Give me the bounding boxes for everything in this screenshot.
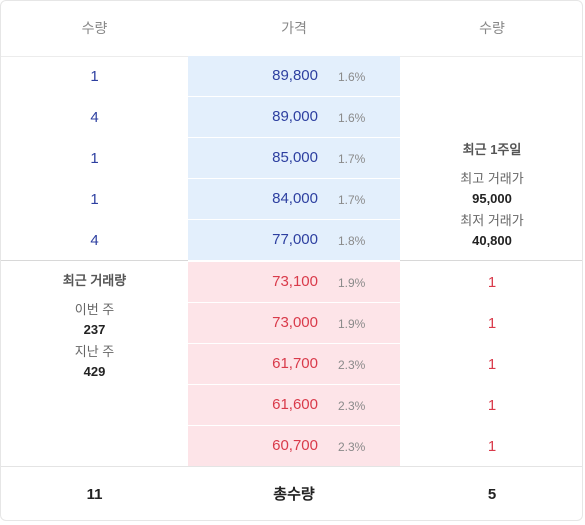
sell-price: 85,000	[272, 149, 318, 166]
buy-price-cell[interactable]: 61,600 2.3%	[188, 385, 400, 426]
buy-price: 73,100	[272, 273, 318, 290]
sell-qty: 1	[90, 150, 99, 167]
this-week-label: 이번 주	[74, 302, 115, 317]
buy-percent: 2.3%	[338, 358, 366, 372]
buy-price: 73,000	[272, 314, 318, 331]
sell-percent: 1.7%	[338, 193, 366, 207]
sell-price-cell[interactable]: 84,000 1.7%	[188, 179, 400, 220]
order-book-header: 수량 가격 수량	[1, 1, 582, 57]
sell-price: 77,000	[272, 231, 318, 248]
buy-price-cell[interactable]: 73,000 1.9%	[188, 303, 400, 344]
section-divider	[1, 260, 188, 261]
sell-price-cell[interactable]: 85,000 1.7%	[188, 138, 400, 179]
buy-percent: 2.3%	[338, 399, 366, 413]
buy-percent: 2.3%	[338, 440, 366, 454]
sell-price: 84,000	[272, 190, 318, 207]
header-price-label: 가격	[281, 20, 307, 36]
header-sell-qty-label: 수량	[81, 20, 108, 36]
buy-price: 61,700	[272, 355, 318, 372]
sell-price: 89,000	[272, 108, 318, 125]
buy-qty: 1	[487, 356, 497, 373]
total-sell-qty: 11	[86, 486, 103, 503]
buy-percent: 1.9%	[338, 276, 366, 290]
sell-percent: 1.6%	[338, 111, 366, 125]
total-qty-label: 총수량	[273, 486, 315, 503]
buy-price-cell[interactable]: 60,700 2.3%	[188, 426, 400, 467]
high-price-value: 95,000	[472, 191, 512, 206]
header-buy-qty-label: 수량	[479, 20, 505, 36]
total-buy-qty: 5	[487, 486, 497, 503]
sell-percent: 1.8%	[338, 234, 366, 248]
sell-price-cell[interactable]: 89,000 1.6%	[188, 97, 400, 138]
buy-percent: 1.9%	[338, 317, 366, 331]
sell-qty: 1	[90, 191, 99, 208]
sell-qty: 4	[90, 109, 99, 126]
buy-qty: 1	[487, 274, 497, 291]
volume-info-title: 최근 거래량	[62, 273, 127, 288]
buy-price: 61,600	[272, 396, 318, 413]
low-price-label: 최저 거래가	[460, 213, 524, 228]
high-price-label: 최고 거래가	[460, 171, 524, 186]
last-week-label: 지난 주	[74, 344, 115, 359]
buy-qty: 1	[487, 315, 497, 332]
buy-qty: 1	[487, 397, 497, 414]
last-week-value: 429	[83, 364, 106, 379]
buy-price-cell[interactable]: 73,100 1.9%	[188, 262, 400, 303]
buy-qty: 1	[487, 438, 497, 455]
section-divider	[400, 260, 582, 261]
recent-volume-info: 최근 거래량 이번 주 237 지난 주 429	[1, 270, 188, 382]
sell-qty: 4	[90, 232, 99, 249]
order-book-footer: 11 총수량 5	[1, 466, 582, 520]
sell-qty: 1	[90, 68, 99, 85]
this-week-value: 237	[83, 322, 106, 337]
weekly-info-title: 최근 1주일	[462, 142, 522, 157]
sell-price-cell[interactable]: 89,800 1.6%	[188, 56, 400, 97]
sell-price: 89,800	[272, 67, 318, 84]
sell-price-cell[interactable]: 77,000 1.8%	[188, 220, 400, 261]
sell-percent: 1.7%	[338, 152, 366, 166]
weekly-price-info: 최근 1주일 최고 거래가 95,000 최저 거래가 40,800	[400, 139, 582, 251]
sell-percent: 1.6%	[338, 70, 366, 84]
low-price-value: 40,800	[472, 233, 512, 248]
buy-price: 60,700	[272, 437, 318, 454]
buy-price-cell[interactable]: 61,700 2.3%	[188, 344, 400, 385]
